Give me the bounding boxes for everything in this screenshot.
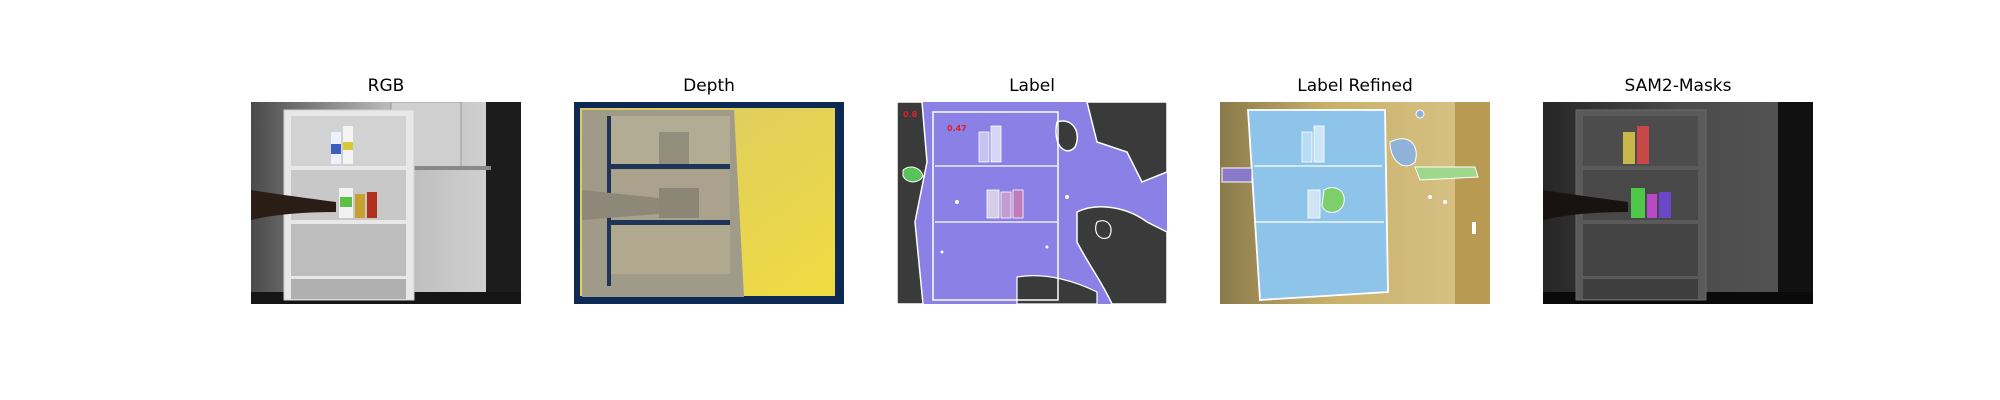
label-image: 0.8 0.47 [897,102,1167,304]
label-refined-image-canvas [1220,102,1490,304]
sam2-masks-image-canvas [1543,102,1813,304]
label-refined-image [1220,102,1490,304]
rgb-image-canvas [251,102,521,304]
label-annotation-1: 0.47 [947,124,967,133]
label-image-canvas: 0.8 0.47 [897,102,1167,304]
panel-title-sam2-masks: SAM2-Masks [1624,76,1732,96]
panel-title-rgb: RGB [367,76,405,96]
depth-image [574,102,844,304]
sam2-masks-image [1543,102,1813,304]
panel-title-depth: Depth [683,76,735,96]
rgb-image [251,102,521,304]
panel-title-label-refined: Label Refined [1297,76,1413,96]
panel-title-label: Label [1009,76,1055,96]
depth-image-canvas [574,102,844,304]
label-annotation-0: 0.8 [903,110,918,119]
